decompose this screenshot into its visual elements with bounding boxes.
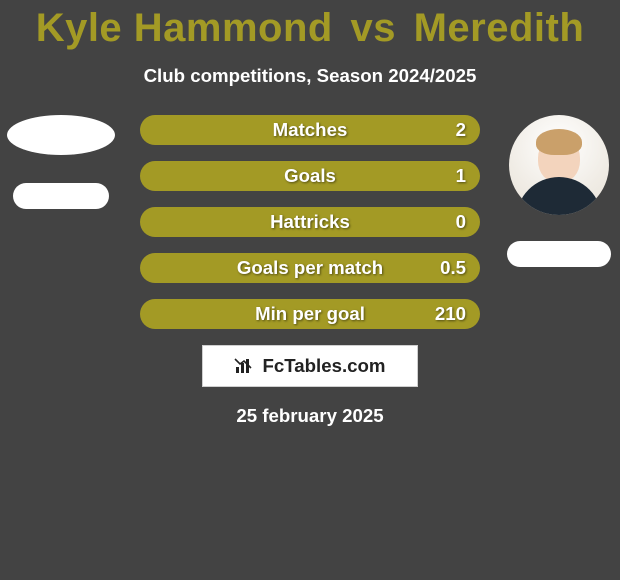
player2-avatar <box>509 115 609 215</box>
player1-avatar <box>7 115 115 155</box>
comparison-card: Kyle Hammond vs Meredith Club competitio… <box>0 0 620 580</box>
date-text: 25 february 2025 <box>0 405 620 427</box>
title-vs: vs <box>350 6 396 50</box>
stat-bars: Matches 2 Goals 1 Hattricks 0 Goals per match 0… <box>140 115 480 329</box>
source-badge-text: FcTables.com <box>262 355 385 377</box>
player2-column <box>504 115 614 267</box>
stat-bar-value: 0 <box>456 207 466 237</box>
player1-column <box>6 115 116 209</box>
stat-bar-value: 0.5 <box>440 253 466 283</box>
player2-country-placeholder <box>507 241 611 267</box>
stat-bar-label: Min per goal <box>255 299 365 329</box>
player2-avatar-hair <box>536 129 582 155</box>
stat-bar: Goals 1 <box>140 161 480 191</box>
stat-bar: Goals per match 0.5 <box>140 253 480 283</box>
stat-bar: Matches 2 <box>140 115 480 145</box>
player1-country-placeholder <box>13 183 109 209</box>
subtitle: Club competitions, Season 2024/2025 <box>0 65 620 87</box>
stat-bar: Min per goal 210 <box>140 299 480 329</box>
stat-bar: Hattricks 0 <box>140 207 480 237</box>
stat-bar-label: Goals <box>284 161 336 191</box>
stat-bar-label: Hattricks <box>270 207 350 237</box>
title-player1: Kyle Hammond <box>36 6 333 50</box>
page-title: Kyle Hammond vs Meredith <box>0 0 620 51</box>
stat-bar-value: 210 <box>435 299 466 329</box>
bar-chart-icon <box>234 357 256 375</box>
source-badge: FcTables.com <box>202 345 418 387</box>
stat-bar-value: 2 <box>456 115 466 145</box>
stat-bar-label: Goals per match <box>237 253 383 283</box>
stat-bar-label: Matches <box>273 115 348 145</box>
comparison-area: Matches 2 Goals 1 Hattricks 0 Goals per match 0… <box>0 115 620 329</box>
title-player2: Meredith <box>414 6 585 50</box>
stat-bar-value: 1 <box>456 161 466 191</box>
